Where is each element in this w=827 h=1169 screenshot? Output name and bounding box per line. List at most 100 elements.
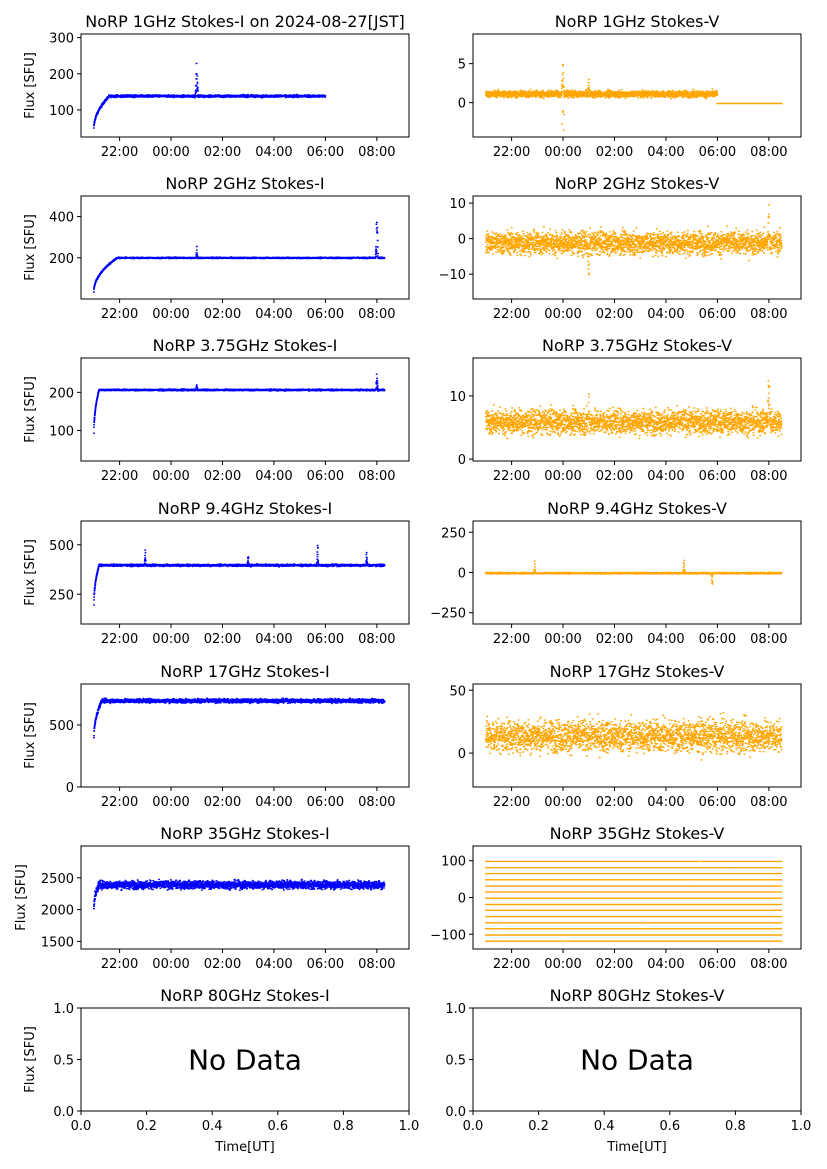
x-tick-label: 06:00 xyxy=(699,307,736,322)
y-tick-label: 0.5 xyxy=(445,1054,466,1069)
x-tick-label: 22:00 xyxy=(101,145,138,160)
x-tick-label: 0.6 xyxy=(659,1119,680,1134)
panel-title: NoRP 80GHz Stokes-I xyxy=(160,986,329,1005)
y-tick-label: 0.0 xyxy=(445,1105,466,1120)
x-tick-label: 08:00 xyxy=(750,307,787,322)
y-tick-label: 100 xyxy=(49,104,74,119)
panel-11: NoRP 35GHz Stokes-V 22:00 00:00 02:00 04:00 0… xyxy=(430,824,802,972)
x-tick-label: 22:00 xyxy=(493,632,530,647)
y-tick-label: 2500 xyxy=(41,872,74,887)
axes-frame xyxy=(472,1007,802,1112)
x-tick-label: 22:00 xyxy=(493,307,530,322)
x-tick-label: 06:00 xyxy=(699,957,736,972)
axes-frame xyxy=(472,520,802,625)
x-tick-label: 00:00 xyxy=(152,307,189,322)
y-tick-label: 200 xyxy=(49,68,74,83)
no-data-message: No Data xyxy=(580,1044,694,1077)
x-tick-label: 06:00 xyxy=(699,795,736,810)
y-axis-label: Flux [SFU] xyxy=(23,376,38,443)
series-points xyxy=(92,697,386,787)
y-tick-label: 300 xyxy=(49,32,74,47)
panel-title: NoRP 35GHz Stokes-I xyxy=(160,824,329,843)
panel-2: NoRP 2GHz Stokes-I Flux [SFU] 22:00 00:00 02… xyxy=(23,174,410,322)
x-tick-label: 0.6 xyxy=(267,1119,288,1134)
panel-title: NoRP 35GHz Stokes-V xyxy=(550,824,725,843)
axes-frame xyxy=(472,195,802,300)
panel-5: NoRP 3.75GHz Stokes-V 22:00 00:00 02:00 04:0… xyxy=(449,336,802,484)
panel-title: NoRP 9.4GHz Stokes-I xyxy=(158,499,333,518)
x-tick-label: 0.8 xyxy=(725,1119,746,1134)
x-tick-label: 00:00 xyxy=(152,957,189,972)
x-tick-label: 08:00 xyxy=(358,795,395,810)
x-tick-label: 06:00 xyxy=(307,957,344,972)
x-tick-label: 02:00 xyxy=(204,307,241,322)
x-tick-label: 06:00 xyxy=(699,145,736,160)
x-tick-label: 08:00 xyxy=(750,145,787,160)
x-tick-label: 02:00 xyxy=(596,632,633,647)
y-tick-label: −10 xyxy=(439,268,466,283)
y-tick-label: 0 xyxy=(66,781,74,796)
x-tick-label: 22:00 xyxy=(101,957,138,972)
x-tick-label: 04:00 xyxy=(255,795,292,810)
x-tick-label: 06:00 xyxy=(699,469,736,484)
panel-title: NoRP 3.75GHz Stokes-V xyxy=(542,336,732,355)
x-tick-label: 04:00 xyxy=(255,145,292,160)
y-axis-label: Flux [SFU] xyxy=(14,864,29,931)
y-tick-label: 2000 xyxy=(41,904,74,919)
x-tick-label: 04:00 xyxy=(255,469,292,484)
x-tick-label: 04:00 xyxy=(647,957,684,972)
y-tick-label: 0 xyxy=(458,747,466,762)
x-tick-label: 08:00 xyxy=(358,145,395,160)
x-tick-label: 04:00 xyxy=(255,957,292,972)
y-tick-label: 0 xyxy=(458,892,466,907)
axes-frame xyxy=(472,845,802,950)
x-tick-label: 1.0 xyxy=(791,1119,812,1134)
x-axis-label: Time[UT] xyxy=(606,1140,666,1155)
y-tick-label: 250 xyxy=(441,526,466,541)
panel-title: NoRP 2GHz Stokes-I xyxy=(165,174,324,193)
panel-3: NoRP 2GHz Stokes-V 22:00 00:00 02:00 04:00 06… xyxy=(439,174,802,322)
y-tick-label: 100 xyxy=(49,424,74,439)
axes-frame xyxy=(80,33,410,138)
x-tick-label: 08:00 xyxy=(750,632,787,647)
x-tick-label: 06:00 xyxy=(699,632,736,647)
x-tick-label: 02:00 xyxy=(596,307,633,322)
x-tick-label: 08:00 xyxy=(750,957,787,972)
axes-frame xyxy=(80,357,410,462)
y-tick-label: 0.0 xyxy=(53,1105,74,1120)
y-tick-label: 100 xyxy=(441,855,466,870)
x-tick-label: 04:00 xyxy=(647,632,684,647)
y-tick-label: 500 xyxy=(49,719,74,734)
x-tick-label: 02:00 xyxy=(596,469,633,484)
x-tick-label: 0.0 xyxy=(463,1119,484,1134)
axes-frame xyxy=(80,195,410,300)
panel-6: NoRP 9.4GHz Stokes-I Flux [SFU] 22:00 00:00… xyxy=(23,499,410,647)
x-tick-label: 00:00 xyxy=(544,632,581,647)
axes-frame xyxy=(80,1007,410,1112)
y-tick-label: 1.0 xyxy=(53,1002,74,1017)
x-tick-label: 02:00 xyxy=(204,957,241,972)
x-tick-label: 00:00 xyxy=(544,307,581,322)
axes-frame xyxy=(80,520,410,625)
x-tick-label: 00:00 xyxy=(544,469,581,484)
x-tick-label: 0.4 xyxy=(202,1119,223,1134)
x-tick-label: 08:00 xyxy=(358,632,395,647)
y-axis-label: Flux [SFU] xyxy=(23,539,38,606)
panel-title: NoRP 1GHz Stokes-V xyxy=(555,12,720,31)
y-axis-label: Flux [SFU] xyxy=(23,702,38,769)
x-tick-label: 00:00 xyxy=(544,957,581,972)
y-tick-label: 400 xyxy=(49,211,74,226)
x-tick-label: 22:00 xyxy=(493,795,530,810)
x-tick-label: 06:00 xyxy=(307,469,344,484)
y-tick-label: 0.5 xyxy=(53,1054,74,1069)
panel-0: NoRP 1GHz Stokes-I on 2024-08-27[JST] Flu… xyxy=(23,12,410,160)
x-tick-label: 06:00 xyxy=(307,145,344,160)
y-tick-label: 200 xyxy=(49,252,74,267)
x-tick-label: 22:00 xyxy=(101,307,138,322)
x-tick-label: 1.0 xyxy=(399,1119,420,1134)
y-tick-label: 500 xyxy=(49,539,74,554)
x-tick-label: 0.4 xyxy=(594,1119,615,1134)
x-tick-label: 00:00 xyxy=(152,795,189,810)
x-tick-label: 0.0 xyxy=(71,1119,92,1134)
x-tick-label: 00:00 xyxy=(544,145,581,160)
